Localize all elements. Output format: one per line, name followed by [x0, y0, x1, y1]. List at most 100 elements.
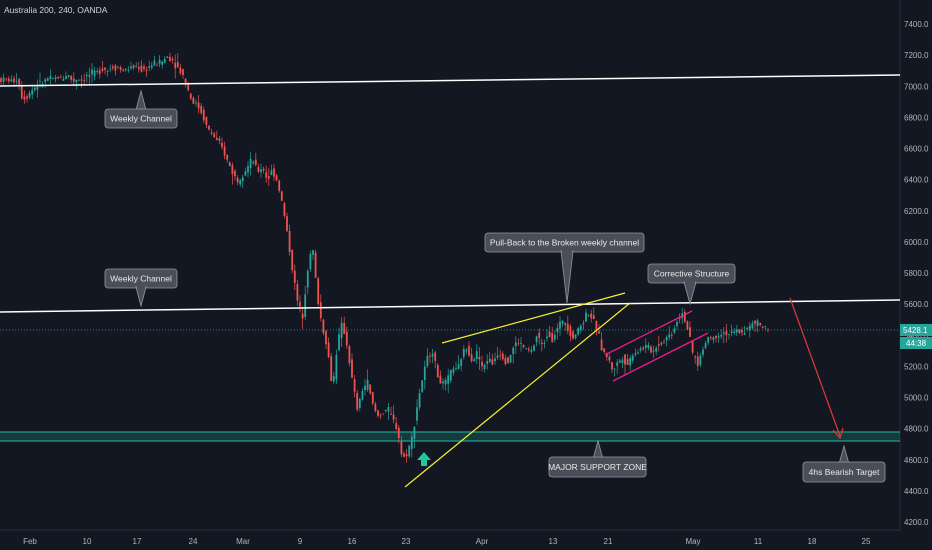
up-arrow-icon — [417, 452, 431, 466]
candle-body — [252, 161, 255, 164]
candle-body — [20, 86, 23, 99]
candle-body — [431, 353, 434, 357]
candle-body — [650, 346, 652, 353]
candle-body — [109, 68, 112, 70]
candle-body — [200, 106, 203, 113]
candle-body — [374, 404, 377, 411]
candle-body — [239, 180, 242, 185]
candle-body — [80, 79, 83, 81]
candle-body — [608, 356, 611, 361]
candle-body — [683, 312, 686, 322]
candle-body — [592, 315, 595, 319]
candle-body — [148, 66, 151, 68]
candle-body — [574, 334, 577, 338]
x-tick-label: 17 — [133, 537, 142, 546]
candle-body — [166, 56, 169, 58]
candle-body — [117, 67, 119, 69]
candle-body — [192, 97, 195, 104]
callout-weekly-channel-top[interactable]: Weekly Channel — [104, 89, 178, 129]
candle-body — [535, 336, 538, 343]
candle-body — [444, 380, 447, 385]
support-zone — [0, 431, 900, 442]
candle-body — [288, 231, 291, 252]
candle-body — [122, 69, 125, 72]
callout-major-support-label: MAJOR SUPPORT ZONE — [548, 462, 647, 472]
weekly-channel-lower-line[interactable] — [0, 299, 901, 313]
candle-body — [754, 320, 756, 324]
wedge-upper-line[interactable] — [441, 292, 626, 344]
countdown-label: 44:38 — [906, 339, 927, 348]
candle-body — [369, 384, 372, 394]
x-tick-label: 16 — [348, 537, 357, 546]
candle-body — [507, 357, 509, 363]
candle-body — [600, 339, 603, 351]
candle-body — [267, 176, 270, 179]
candle-body — [215, 137, 218, 140]
candle-body — [455, 368, 457, 369]
time-axis[interactable]: Feb 10 17 24 Mar 9 16 23 Apr 13 21 May 11 18 25 — [23, 537, 871, 546]
y-tick-label: 6200.0 — [904, 207, 929, 216]
callout-bearish-target[interactable]: 4hs Bearish Target — [802, 444, 886, 483]
weekly-channel-upper-line[interactable] — [0, 74, 901, 87]
candle-body — [624, 354, 626, 365]
candle-body — [668, 334, 671, 338]
candle-body — [548, 331, 551, 338]
candle-body — [390, 413, 392, 415]
callout-corrective-label: Corrective Structure — [654, 269, 730, 279]
candle-body — [678, 318, 681, 319]
candle-body — [582, 322, 585, 325]
candle-body — [423, 366, 426, 380]
callout-corrective[interactable]: Corrective Structure — [647, 263, 736, 306]
price-axis[interactable]: 4200.04400.04600.04800.05000.05200.05400… — [904, 20, 929, 527]
candle-body — [694, 356, 697, 358]
candle-body — [728, 334, 730, 335]
candle-body — [743, 333, 746, 335]
candle-body — [452, 368, 455, 373]
y-tick-label: 4200.0 — [904, 518, 929, 527]
candle-body — [130, 66, 132, 69]
candle-body — [686, 321, 689, 330]
candle-body — [366, 379, 369, 390]
candle-body — [514, 342, 517, 347]
candle-body — [730, 331, 733, 333]
candle-body — [670, 335, 673, 336]
candle-body — [111, 66, 114, 68]
candle-body — [405, 454, 408, 457]
callout-weekly-channel-mid[interactable]: Weekly Channel — [104, 268, 178, 308]
candle-body — [304, 294, 307, 317]
candle-body — [759, 322, 762, 326]
candle-body — [442, 381, 444, 384]
candle-body — [553, 334, 556, 340]
candle-body — [28, 93, 31, 98]
candle-body — [257, 167, 260, 172]
candle-body — [660, 342, 663, 345]
candle-body — [717, 336, 720, 338]
candle-body — [499, 355, 502, 357]
wedge-lower-line[interactable] — [404, 302, 631, 488]
candle-body — [488, 358, 491, 362]
candle-body — [587, 315, 590, 317]
candle-body — [44, 79, 47, 82]
candle-body — [189, 93, 192, 99]
candle-body — [413, 427, 416, 439]
callout-pull-back[interactable]: Pull-Back to the Broken weekly channel — [484, 232, 645, 304]
candle-body — [36, 86, 39, 90]
y-tick-label: 5600.0 — [904, 300, 929, 309]
callout-weekly-channel-mid-label: Weekly Channel — [110, 274, 172, 284]
corrective-channel-lower[interactable] — [612, 332, 709, 382]
candle-body — [296, 284, 299, 301]
callout-major-support[interactable]: MAJOR SUPPORT ZONE — [548, 439, 647, 478]
candle-body — [434, 352, 437, 361]
candle-body — [62, 78, 65, 81]
candle-body — [408, 445, 411, 457]
candle-body — [382, 413, 385, 415]
candle-body — [187, 83, 190, 90]
y-tick-label: 4800.0 — [904, 425, 929, 434]
candle-body — [174, 62, 177, 69]
candle-body — [397, 427, 400, 439]
candle-body — [135, 66, 138, 67]
corrective-channel-upper[interactable] — [604, 310, 693, 356]
candle-body — [184, 79, 187, 85]
candle-body — [356, 393, 359, 410]
